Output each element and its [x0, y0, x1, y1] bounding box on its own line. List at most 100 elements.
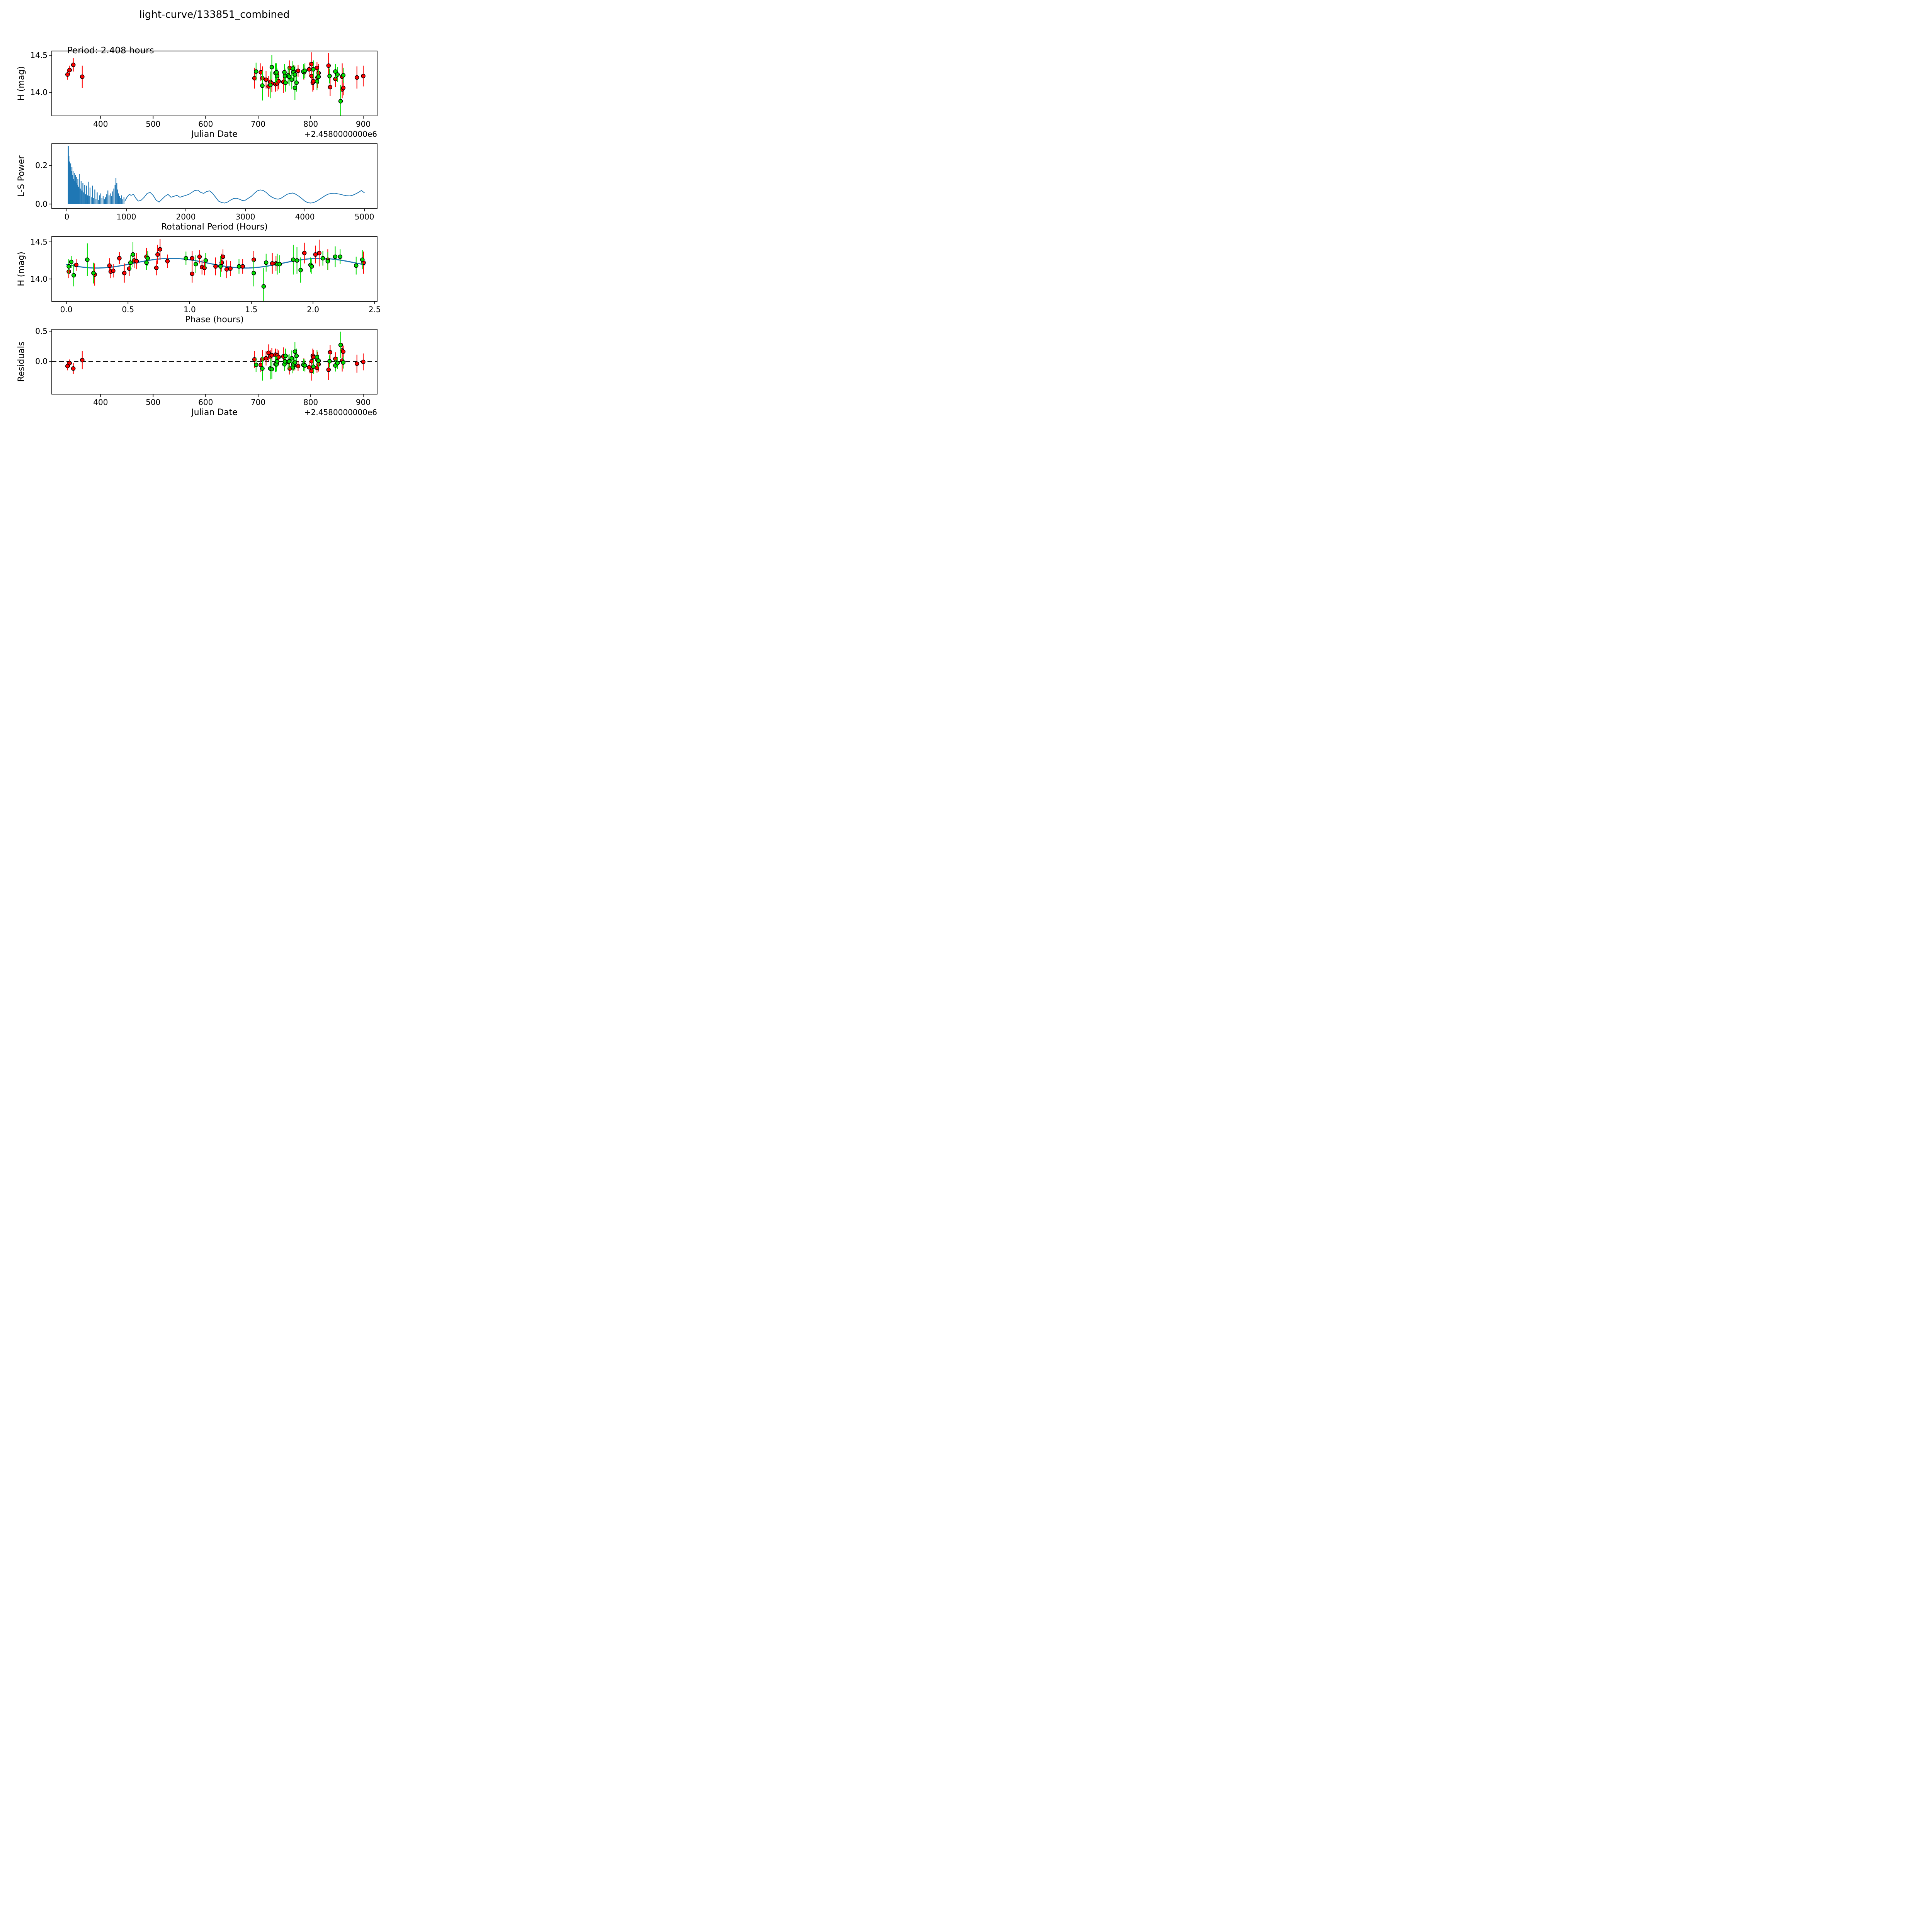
- data-point: [264, 356, 269, 361]
- x-tick-label: 900: [356, 119, 371, 129]
- data-point: [307, 67, 311, 72]
- data-point: [315, 355, 320, 359]
- series-survey-green: [66, 242, 365, 301]
- data-point: [122, 270, 127, 276]
- series-survey-green: [253, 55, 346, 116]
- data-point: [325, 259, 330, 264]
- data-point: [145, 256, 150, 261]
- data-point: [287, 359, 292, 364]
- data-point: [264, 77, 269, 82]
- y-tick-label: 14.5: [30, 51, 48, 60]
- x-axis-label: Julian Date: [190, 129, 238, 139]
- data-point: [361, 73, 366, 78]
- figure-title: light-curve/133851_combined: [139, 9, 289, 20]
- data-point: [327, 359, 332, 364]
- data-point: [338, 343, 343, 347]
- data-point: [354, 263, 359, 268]
- data-point: [298, 268, 303, 272]
- data-point: [197, 254, 202, 259]
- data-point: [316, 74, 321, 79]
- panel-jd-lightcurve: 400 500 600 700 800 900 14.0 14.5 Julian Date H (…: [17, 46, 378, 139]
- panel-content: [52, 332, 377, 381]
- data-point: [71, 366, 76, 371]
- data-point: [310, 264, 314, 269]
- figure-canvas: light-curve/133851_combined 400 500 600 700…: [17, 9, 381, 417]
- panel-content: [65, 52, 366, 116]
- data-point: [228, 266, 233, 271]
- data-point: [287, 74, 292, 79]
- x-tick-label: 2.0: [307, 305, 319, 314]
- data-point: [269, 367, 274, 372]
- data-point: [65, 364, 70, 369]
- data-point: [264, 260, 269, 265]
- data-point: [327, 73, 332, 78]
- data-point: [289, 356, 294, 361]
- data-point: [85, 257, 90, 262]
- x-tick-label: 1000: [117, 212, 136, 221]
- data-point: [294, 80, 299, 85]
- data-point: [293, 349, 298, 354]
- x-tick-label: 3000: [236, 212, 255, 221]
- axis-offset-text: +2.4580000000e6: [304, 129, 377, 139]
- data-point: [296, 68, 301, 73]
- data-point: [71, 273, 76, 278]
- data-point: [131, 252, 135, 257]
- data-point: [240, 264, 245, 269]
- x-tick-label: 700: [251, 119, 265, 129]
- data-point: [269, 65, 274, 70]
- data-point: [236, 264, 242, 269]
- data-point: [328, 85, 333, 90]
- x-tick-label: 1.5: [245, 305, 258, 314]
- data-point: [184, 256, 189, 261]
- x-tick-label: 1.0: [184, 305, 196, 314]
- data-point: [269, 353, 274, 358]
- x-tick-label: 700: [251, 398, 265, 407]
- data-point: [338, 99, 343, 104]
- data-point: [320, 256, 325, 261]
- data-point: [203, 258, 208, 263]
- x-axis-label: Julian Date: [190, 408, 238, 417]
- y-axis-label: L-S Power: [17, 155, 26, 197]
- x-tick-label: 400: [93, 119, 108, 129]
- axes-frame: [51, 236, 378, 302]
- x-tick-label: 0.5: [122, 305, 134, 314]
- data-point: [158, 247, 162, 252]
- data-point: [66, 264, 71, 269]
- data-point: [302, 251, 307, 255]
- y-tick-label: 0.5: [35, 327, 48, 336]
- data-point: [268, 82, 273, 87]
- data-point: [283, 354, 288, 358]
- data-point: [293, 360, 298, 365]
- data-point: [326, 63, 331, 68]
- data-point: [311, 355, 316, 359]
- data-point: [333, 254, 338, 259]
- y-tick-label: 0.2: [35, 161, 48, 170]
- x-tick-label: 800: [303, 119, 318, 129]
- data-point: [315, 65, 320, 70]
- light-curve-figure: light-curve/133851_combined 400 500 600 700…: [0, 0, 417, 417]
- x-tick-label: 600: [198, 119, 213, 129]
- data-point: [303, 68, 307, 73]
- axes-frame: [51, 329, 378, 395]
- panel-content: [66, 239, 366, 301]
- y-axis-label: Residuals: [17, 342, 26, 382]
- x-axis-label: Phase (hours): [185, 315, 244, 325]
- x-tick-label: 600: [198, 398, 213, 407]
- data-point: [144, 260, 149, 265]
- series-survey-green: [253, 332, 346, 381]
- data-point: [315, 79, 320, 83]
- periodogram-line: [124, 189, 365, 204]
- y-tick-label: 14.0: [30, 274, 48, 284]
- data-point: [277, 262, 282, 267]
- axes-frame: [51, 143, 378, 209]
- data-point: [218, 264, 223, 269]
- data-point: [261, 284, 266, 289]
- y-tick-label: 0.0: [35, 199, 48, 209]
- data-point: [293, 72, 298, 77]
- data-point: [190, 256, 194, 261]
- y-tick-label: 14.5: [30, 237, 48, 247]
- data-point: [80, 358, 85, 362]
- data-point: [338, 254, 342, 259]
- data-point: [341, 349, 346, 354]
- data-point: [128, 260, 133, 265]
